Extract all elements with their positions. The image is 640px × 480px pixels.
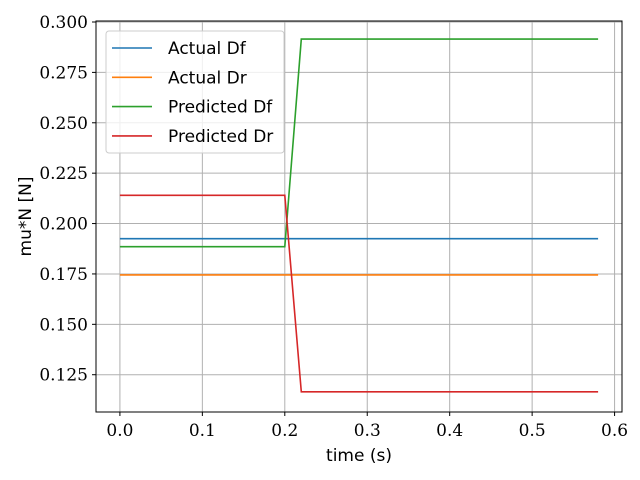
grid [96,21,622,412]
x-tick-label: 0.2 [271,421,298,441]
legend-box [105,30,285,154]
series-line [119,194,599,393]
y-tick-label: 0.275 [39,63,88,83]
x-tick-label: 0.4 [436,421,463,441]
legend-label: Actual Dr [168,68,247,88]
y-tick-label: 0.175 [39,265,88,285]
y-tick-label: 0.125 [39,366,88,386]
x-tick-label: 0.6 [601,421,628,441]
legend: Actual Df Actual Dr Predicted Df Predicted … [105,30,285,154]
y-tick-label: 0.150 [39,315,88,335]
series-line [119,38,599,248]
plot-frame [95,20,623,413]
legend-label: Predicted Df [168,98,273,118]
y-tick-label: 0.200 [39,215,88,235]
y-tick-label: 0.225 [39,164,88,184]
x-tick-label: 0.5 [519,421,546,441]
x-axis-label: time (s) [326,446,392,466]
x-tick-label: 0.1 [189,421,216,441]
y-axis-ticks: 0.125 0.150 0.175 0.200 0.225 0.250 0.275 0.300 [39,13,96,386]
x-axis-ticks: 0.0 0.1 0.2 0.3 0.4 0.5 0.6 [106,412,628,441]
legend-label: Actual Df [168,39,247,59]
y-tick-label: 0.300 [39,13,88,33]
x-tick-label: 0.3 [354,421,381,441]
y-axis-label: mu*N [N] [16,177,36,257]
y-tick-label: 0.250 [39,114,88,134]
series-lines [119,38,599,393]
x-tick-label: 0.0 [106,421,133,441]
legend-label: Predicted Dr [168,127,273,147]
